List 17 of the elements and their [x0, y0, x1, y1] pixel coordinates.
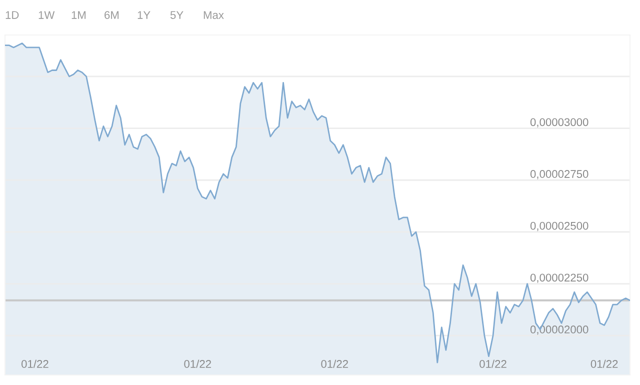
- y-tick-label: 0,00003000: [530, 118, 588, 128]
- x-tick-label: 01/22: [184, 360, 211, 368]
- text: 1M: [72, 11, 86, 19]
- x-tick-label: 01/22: [22, 360, 48, 368]
- x-tick-label: 01/22: [480, 360, 506, 368]
- text: 1Y: [138, 11, 150, 19]
- text: 1D: [6, 11, 19, 19]
- text: 1W: [38, 11, 55, 19]
- y-tick-label: 0,00002750: [530, 170, 588, 180]
- y-tick-label: 0,00002000: [530, 326, 588, 335]
- y-tick-label: 0,00002500: [530, 222, 588, 232]
- text: Max: [204, 11, 224, 19]
- x-tick-label: 01/22: [590, 360, 618, 368]
- text: 5Y: [170, 11, 184, 19]
- text: 6M: [104, 11, 119, 19]
- x-tick-label: 01/22: [321, 360, 348, 368]
- y-tick-label: 0,00002250: [530, 274, 588, 283]
